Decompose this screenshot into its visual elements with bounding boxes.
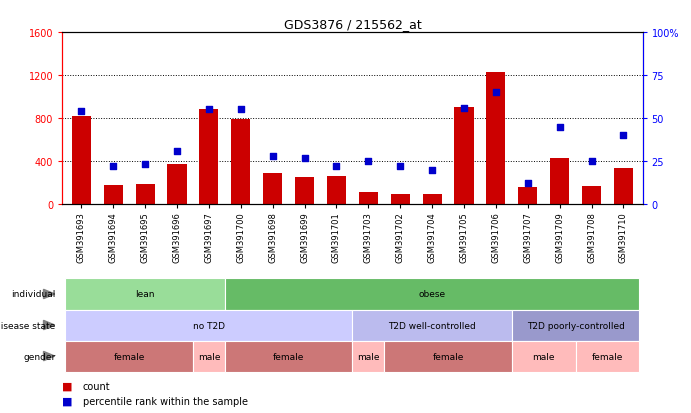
Bar — [295, 178, 314, 204]
Bar — [512, 310, 639, 341]
Text: male: male — [198, 352, 220, 361]
Polygon shape — [44, 290, 55, 299]
Point — [267, 153, 278, 160]
Text: male: male — [533, 352, 555, 361]
Point — [171, 148, 182, 154]
Bar — [423, 195, 442, 204]
Bar — [352, 341, 384, 372]
Bar — [576, 341, 639, 372]
Point — [522, 180, 533, 187]
Point — [459, 105, 470, 112]
Bar — [231, 120, 250, 204]
Text: female: female — [273, 352, 304, 361]
Bar — [72, 116, 91, 204]
Bar — [550, 158, 569, 204]
Text: T2D poorly-controlled: T2D poorly-controlled — [527, 321, 625, 330]
Bar — [512, 341, 576, 372]
Point — [554, 124, 565, 131]
Bar — [225, 279, 639, 310]
Bar — [135, 184, 155, 204]
Point — [76, 109, 87, 115]
Bar — [193, 341, 225, 372]
Text: male: male — [357, 352, 379, 361]
Text: ■: ■ — [62, 381, 73, 391]
Text: gender: gender — [23, 352, 55, 361]
Point — [235, 107, 246, 114]
Text: female: female — [113, 352, 145, 361]
Point — [586, 158, 597, 165]
Bar — [486, 73, 506, 204]
Bar — [327, 177, 346, 204]
Point — [108, 164, 119, 170]
Bar — [199, 110, 218, 204]
Text: female: female — [433, 352, 464, 361]
Point — [618, 133, 629, 139]
Text: individual: individual — [11, 290, 55, 299]
Bar — [352, 310, 512, 341]
Bar — [455, 108, 473, 204]
Bar — [66, 310, 352, 341]
Text: percentile rank within the sample: percentile rank within the sample — [83, 396, 248, 406]
Polygon shape — [44, 320, 55, 330]
Text: no T2D: no T2D — [193, 321, 225, 330]
Point — [395, 164, 406, 170]
Title: GDS3876 / 215562_at: GDS3876 / 215562_at — [283, 17, 422, 31]
Point — [363, 158, 374, 165]
Bar — [359, 192, 378, 204]
Bar — [225, 341, 352, 372]
Text: ■: ■ — [62, 396, 73, 406]
Polygon shape — [44, 351, 55, 361]
Bar — [104, 186, 123, 204]
Text: lean: lean — [135, 290, 155, 299]
Point — [203, 107, 214, 114]
Bar — [518, 188, 538, 204]
Text: obese: obese — [419, 290, 446, 299]
Point — [140, 162, 151, 169]
Bar — [384, 341, 512, 372]
Bar — [66, 279, 225, 310]
Text: count: count — [83, 381, 111, 391]
Bar — [390, 194, 410, 204]
Text: T2D well-controlled: T2D well-controlled — [388, 321, 476, 330]
Text: disease state: disease state — [0, 321, 55, 330]
Bar — [263, 173, 282, 204]
Point — [299, 155, 310, 161]
Bar — [582, 186, 601, 204]
Bar — [167, 165, 187, 204]
Point — [331, 164, 342, 170]
Point — [426, 167, 437, 173]
Bar — [614, 169, 633, 204]
Text: female: female — [592, 352, 623, 361]
Bar — [66, 341, 193, 372]
Point — [491, 90, 502, 96]
